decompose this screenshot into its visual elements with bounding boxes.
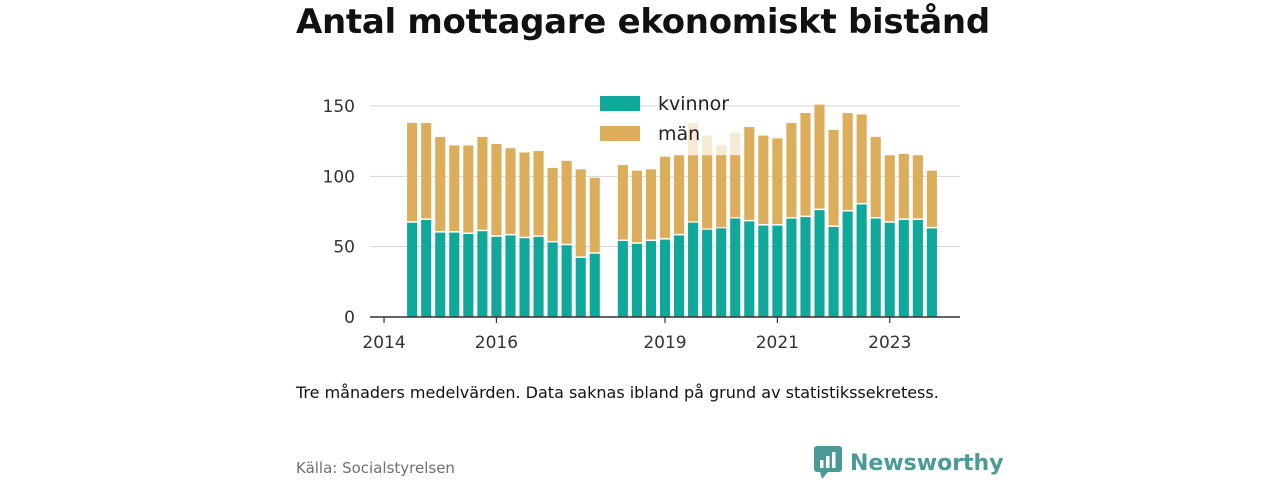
bar-man xyxy=(884,155,895,222)
bar-kvinnor xyxy=(926,228,937,317)
legend-swatch-kvinnor xyxy=(600,96,640,111)
x-tick-label: 2014 xyxy=(362,333,405,353)
bar-kvinnor xyxy=(575,257,586,317)
y-tick-label: 0 xyxy=(344,308,355,328)
bar-man xyxy=(505,148,516,234)
bar-man xyxy=(407,122,418,222)
bar-man xyxy=(645,169,657,240)
bar-man xyxy=(449,145,460,232)
stacked-bar-chart: 0 50 100 150 2014 2016 2019 2021 2023 kvinnor mä… xyxy=(323,93,960,353)
bar-kvinnor xyxy=(631,243,642,317)
y-tick-label: 150 xyxy=(323,97,355,117)
y-axis: 0 50 100 150 xyxy=(323,97,355,328)
brand-name: Newsworthy xyxy=(850,450,1004,476)
bar-man xyxy=(716,155,727,227)
bar-man xyxy=(673,155,685,234)
bar-kvinnor xyxy=(828,226,839,317)
bar-kvinnor xyxy=(477,231,488,317)
bar-man xyxy=(688,155,699,222)
bar-kvinnor xyxy=(688,222,699,317)
bar-kvinnor xyxy=(407,222,418,317)
bar-man xyxy=(898,153,909,219)
page-title: Antal mottagare ekonomiskt bistånd xyxy=(296,2,990,42)
bar-man xyxy=(744,127,755,220)
y-tick-label: 100 xyxy=(323,167,355,187)
bar-man xyxy=(870,136,881,218)
legend-label-kvinnor: kvinnor xyxy=(658,93,729,115)
bar-man xyxy=(589,177,600,253)
bar-kvinnor xyxy=(421,219,432,317)
legend: kvinnor män xyxy=(600,93,729,145)
bar-man xyxy=(575,169,586,257)
bar-kvinnor xyxy=(912,219,923,317)
x-tick-label: 2021 xyxy=(756,333,799,353)
bar-kvinnor xyxy=(673,235,685,317)
bar-kvinnor xyxy=(702,229,713,317)
bar-man xyxy=(758,135,769,225)
bar-man xyxy=(631,170,642,243)
bar-kvinnor xyxy=(730,218,741,317)
bar-kvinnor xyxy=(898,219,909,317)
bar-kvinnor xyxy=(547,242,558,317)
bar-man xyxy=(617,165,628,240)
bar-kvinnor xyxy=(744,221,755,317)
bar-man xyxy=(463,145,474,233)
bar-kvinnor xyxy=(814,210,825,317)
bar-man xyxy=(561,160,572,244)
bar-kvinnor xyxy=(884,222,895,317)
bar-man xyxy=(659,156,671,239)
brand[interactable]: Newsworthy xyxy=(814,446,1004,480)
bar-kvinnor xyxy=(716,228,727,317)
bar-man xyxy=(547,167,558,241)
bar-man xyxy=(786,122,797,218)
legend-swatch-man xyxy=(600,126,640,141)
bar-man xyxy=(800,113,811,216)
bar-kvinnor xyxy=(786,218,797,317)
bar-kvinnor xyxy=(842,211,853,317)
bar-kvinnor xyxy=(491,236,502,317)
y-tick-label: 50 xyxy=(333,238,355,258)
bar-kvinnor xyxy=(800,217,811,317)
bars xyxy=(407,104,937,317)
bar-man xyxy=(842,113,853,210)
bar-man xyxy=(477,136,488,230)
bar-man xyxy=(828,129,839,226)
x-tick-label: 2023 xyxy=(868,333,911,353)
bar-man xyxy=(772,138,783,225)
bar-man xyxy=(702,155,713,229)
bar-kvinnor xyxy=(758,225,769,317)
bar-kvinnor xyxy=(435,232,446,317)
bar-kvinnor xyxy=(856,204,867,317)
bar-man xyxy=(435,136,446,232)
bar-man xyxy=(926,170,937,227)
newsworthy-logo-icon xyxy=(814,446,842,479)
bar-man xyxy=(730,155,741,218)
chart-note: Tre månaders medelvärden. Data saknas ib… xyxy=(296,383,939,402)
x-tick-label: 2016 xyxy=(475,333,518,353)
bar-kvinnor xyxy=(589,253,600,317)
bar-kvinnor xyxy=(617,241,628,317)
bar-kvinnor xyxy=(533,236,544,317)
source-text: Källa: Socialstyrelsen xyxy=(296,459,455,477)
x-tick-label: 2019 xyxy=(643,333,686,353)
bar-kvinnor xyxy=(645,241,657,317)
legend-label-man: män xyxy=(658,123,700,145)
bar-man xyxy=(814,104,825,209)
bar-kvinnor xyxy=(505,235,516,317)
bar-kvinnor xyxy=(870,218,881,317)
bar-kvinnor xyxy=(519,238,530,317)
bar-man xyxy=(491,143,502,236)
x-axis: 2014 2016 2019 2021 2023 xyxy=(362,317,911,353)
bar-kvinnor xyxy=(772,225,783,317)
bar-man xyxy=(421,122,432,219)
bar-kvinnor xyxy=(463,234,474,317)
bar-man xyxy=(519,152,530,237)
bar-kvinnor xyxy=(659,239,671,317)
bar-man xyxy=(533,151,544,236)
bar-kvinnor xyxy=(561,245,572,317)
bar-man xyxy=(912,155,923,219)
bar-kvinnor xyxy=(449,232,460,317)
bar-man xyxy=(856,114,867,203)
